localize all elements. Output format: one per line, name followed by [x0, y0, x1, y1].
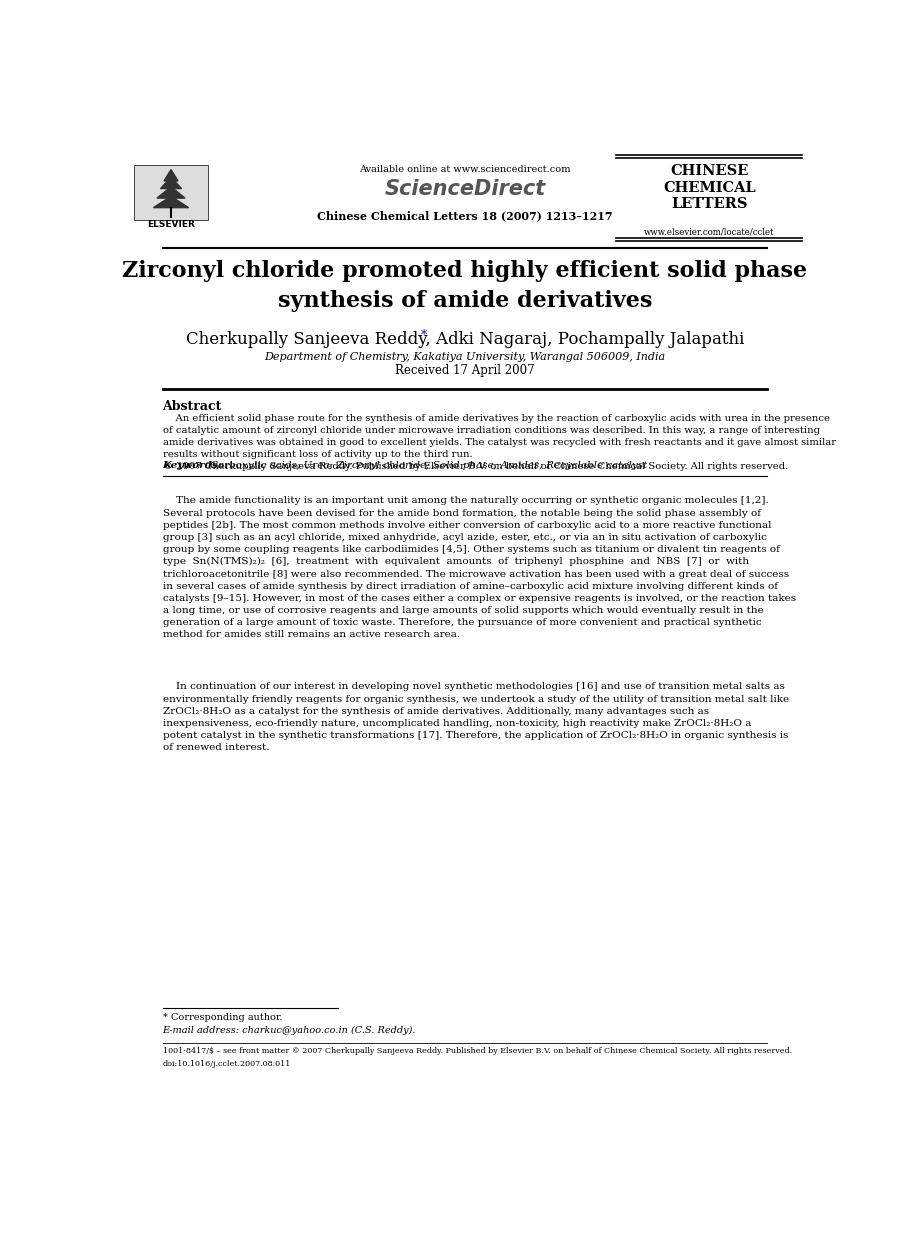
- Polygon shape: [153, 196, 189, 208]
- Text: CHINESE: CHINESE: [670, 165, 748, 178]
- Text: Zirconyl chloride promoted highly efficient solid phase
synthesis of amide deriv: Zirconyl chloride promoted highly effici…: [122, 260, 807, 312]
- Text: Chinese Chemical Letters 18 (2007) 1213–1217: Chinese Chemical Letters 18 (2007) 1213–…: [317, 209, 612, 220]
- Text: E-mail address: charkuc@yahoo.co.in (C.S. Reddy).: E-mail address: charkuc@yahoo.co.in (C.S…: [162, 1025, 416, 1035]
- Text: In continuation of our interest in developing novel synthetic methodologies [16]: In continuation of our interest in devel…: [162, 682, 789, 753]
- Text: Received 17 April 2007: Received 17 April 2007: [395, 364, 534, 378]
- Text: doi:10.1016/j.cclet.2007.08.011: doi:10.1016/j.cclet.2007.08.011: [162, 1060, 291, 1068]
- Text: * Corresponding author.: * Corresponding author.: [162, 1013, 282, 1023]
- FancyBboxPatch shape: [134, 165, 209, 220]
- Text: *: *: [421, 329, 427, 342]
- Text: An efficient solid phase route for the synthesis of amide derivatives by the rea: An efficient solid phase route for the s…: [162, 413, 835, 472]
- Text: The amide functionality is an important unit among the naturally occurring or sy: The amide functionality is an important …: [162, 496, 795, 639]
- Text: Abstract: Abstract: [162, 400, 222, 413]
- Text: CHEMICAL: CHEMICAL: [663, 181, 756, 194]
- Polygon shape: [161, 177, 181, 188]
- Text: Cherkupally Sanjeeva Reddy, Adki Nagaraj, Pochampally Jalapathi: Cherkupally Sanjeeva Reddy, Adki Nagaraj…: [186, 331, 744, 348]
- Polygon shape: [157, 187, 185, 198]
- Text: www.elsevier.com/locate/cclet: www.elsevier.com/locate/cclet: [644, 228, 775, 236]
- Text: LETTERS: LETTERS: [671, 197, 747, 210]
- Text: Department of Chemistry, Kakatiya University, Warangal 506009, India: Department of Chemistry, Kakatiya Univer…: [264, 353, 666, 363]
- Text: Available online at www.sciencedirect.com: Available online at www.sciencedirect.co…: [359, 165, 571, 175]
- Text: Keywords:: Keywords:: [162, 462, 222, 470]
- Text: ScienceDirect: ScienceDirect: [385, 178, 545, 198]
- Text: ELSEVIER: ELSEVIER: [147, 220, 195, 229]
- Polygon shape: [164, 170, 178, 181]
- Text: 1001-8417/$ – see front matter © 2007 Cherkupally Sanjeeva Reddy. Published by E: 1001-8417/$ – see front matter © 2007 Ch…: [162, 1047, 792, 1056]
- Text: Carboxylic acids; Urea; Zirconyl chloride; Solid phase; Amides; Recyclable catal: Carboxylic acids; Urea; Zirconyl chlorid…: [210, 462, 648, 470]
